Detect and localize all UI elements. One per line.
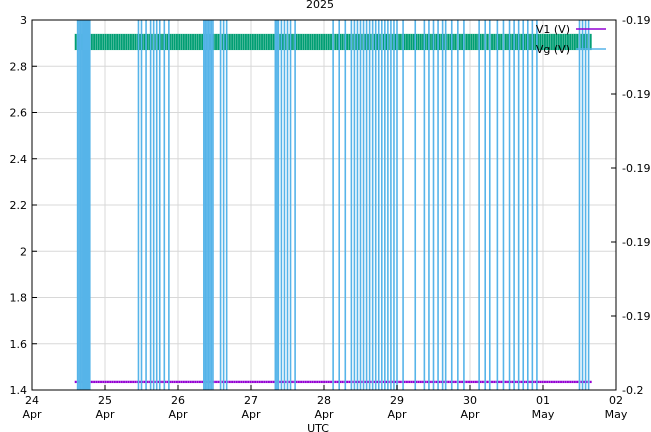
y2-tick-label: -0.2 (622, 384, 643, 397)
x-tick-label: 25 Apr (95, 394, 115, 421)
x-tick-label: 27 Apr (241, 394, 261, 421)
series-layer (74, 20, 592, 390)
y-tick-label: 1.8 (10, 292, 28, 305)
legend-label: Vg (V) (536, 43, 570, 56)
x-tick-label: 29 Apr (387, 394, 407, 421)
y-tick-label: 2 (20, 245, 27, 258)
x-tick-label: 24 Apr (22, 394, 42, 421)
y-tick-label: 3 (20, 14, 27, 27)
x-tick-label: 28 Apr (314, 394, 334, 421)
x-tick-label: 30 Apr (460, 394, 480, 421)
y2-tick-label: -0.192 (622, 88, 651, 101)
y-tick-label: 2.2 (10, 199, 28, 212)
axes: 1.4 1.6 1.8 2 2.2 2.4 2.6 2.8 3 -0.2 -0.198 -0.196 -… (10, 14, 651, 421)
legend: V1 (V) Vg (V) (536, 23, 606, 56)
x-axis-label: UTC (307, 422, 329, 432)
y-tick-label: 2.4 (10, 153, 28, 166)
y-tick-label: 2.8 (10, 60, 28, 73)
y-tick-label: 1.6 (10, 338, 28, 351)
y2-tick-label: -0.198 (622, 310, 651, 323)
x-tick-label: 26 Apr (168, 394, 188, 421)
y2-tick-label: -0.19 (622, 14, 650, 27)
x-tick-label: 02 May (605, 394, 628, 421)
y-tick-label: 2.6 (10, 107, 28, 120)
chart-title: 2025 (306, 0, 334, 11)
legend-label: V1 (V) (536, 23, 570, 36)
y2-tick-label: -0.194 (622, 162, 651, 175)
x-tick-label: 01 May (532, 394, 555, 421)
y2-tick-label: -0.196 (622, 236, 651, 249)
y-tick-label: 1.4 (10, 384, 28, 397)
